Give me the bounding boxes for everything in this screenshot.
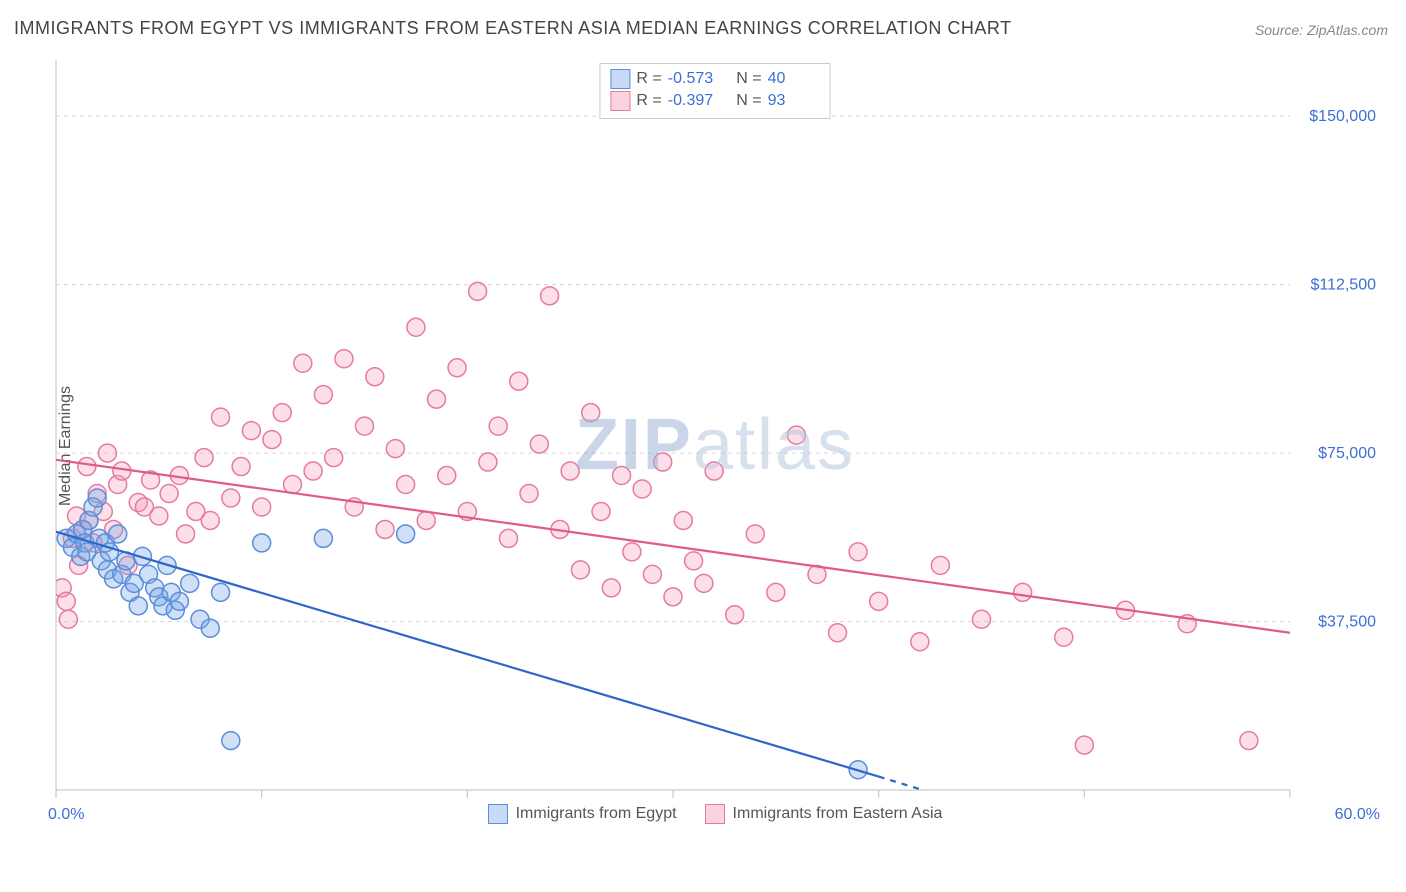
swatch-easia-icon bbox=[610, 91, 630, 111]
correlation-stats-box: R = -0.573 N = 40 R = -0.397 N = 93 bbox=[599, 63, 830, 119]
svg-text:$150,000: $150,000 bbox=[1309, 108, 1376, 125]
stats-row-egypt: R = -0.573 N = 40 bbox=[610, 68, 819, 90]
r-value-easia: -0.397 bbox=[668, 90, 720, 112]
chart-title: IMMIGRANTS FROM EGYPT VS IMMIGRANTS FROM… bbox=[14, 18, 1012, 39]
svg-text:$37,500: $37,500 bbox=[1318, 614, 1376, 631]
legend-label-easia: Immigrants from Eastern Asia bbox=[733, 805, 943, 823]
svg-text:$112,500: $112,500 bbox=[1310, 277, 1376, 294]
r-label: R = bbox=[636, 68, 661, 90]
swatch-easia-icon bbox=[705, 804, 725, 824]
n-value-easia: 93 bbox=[768, 90, 820, 112]
legend-item-egypt: Immigrants from Egypt bbox=[488, 804, 677, 824]
legend-label-egypt: Immigrants from Egypt bbox=[516, 805, 677, 823]
n-value-egypt: 40 bbox=[768, 68, 820, 90]
chart-canvas: $37,500 $75,000 $112,500 $150,000 bbox=[50, 60, 1380, 830]
scatter-chart: $37,500$75,000$112,500$150,000 ZIPatlas … bbox=[50, 60, 1380, 830]
x-axis-start-label: 0.0% bbox=[48, 806, 84, 824]
n-label: N = bbox=[736, 68, 761, 90]
source-attribution: Source: ZipAtlas.com bbox=[1255, 22, 1388, 38]
x-axis-end-label: 60.0% bbox=[1335, 806, 1380, 824]
n-label: N = bbox=[736, 90, 761, 112]
r-label: R = bbox=[636, 90, 661, 112]
r-value-egypt: -0.573 bbox=[668, 68, 720, 90]
svg-text:$75,000: $75,000 bbox=[1318, 445, 1376, 462]
series-legend: Immigrants from Egypt Immigrants from Ea… bbox=[50, 804, 1380, 824]
legend-item-easia: Immigrants from Eastern Asia bbox=[705, 804, 943, 824]
swatch-egypt-icon bbox=[488, 804, 508, 824]
stats-row-easia: R = -0.397 N = 93 bbox=[610, 90, 819, 112]
swatch-egypt-icon bbox=[610, 69, 630, 89]
